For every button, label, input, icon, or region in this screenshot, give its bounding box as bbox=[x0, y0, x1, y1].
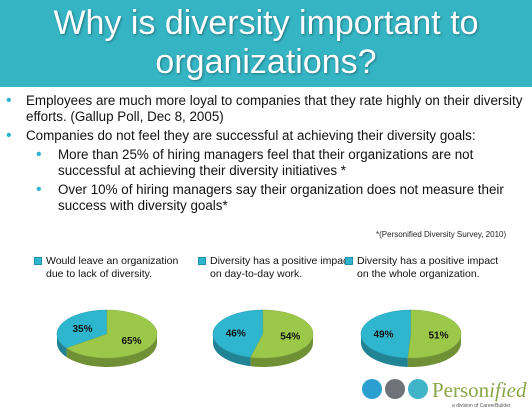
logo-dot-icon bbox=[362, 379, 382, 399]
pie-3-svg: 49% 51% bbox=[360, 309, 462, 367]
pie-slice-green bbox=[250, 309, 314, 359]
bullet-text: Companies do not feel they are successfu… bbox=[26, 128, 476, 143]
pie-2-svg: 46% 54% bbox=[212, 309, 314, 367]
pie-chart-3: Diversity has a positive impact on the w… bbox=[345, 255, 505, 280]
bullet-item: • Employees are much more loyal to compan… bbox=[6, 93, 526, 125]
legend-text: Would leave an organization due to lack … bbox=[46, 255, 179, 280]
pie-slice-blue bbox=[360, 309, 412, 359]
legend-swatch-icon bbox=[345, 257, 353, 265]
logo-tagline: a division of CareerBuilder bbox=[452, 403, 511, 409]
bullet-dot-icon: • bbox=[36, 181, 42, 198]
chart-legend: Would leave an organization due to lack … bbox=[34, 255, 194, 280]
pie-chart-1: Would leave an organization due to lack … bbox=[34, 255, 194, 280]
legend-text: Diversity has a positive impact on the w… bbox=[357, 255, 499, 280]
bullet-text: Employees are much more loyal to compani… bbox=[26, 93, 523, 124]
pie-slice-green bbox=[407, 309, 462, 359]
legend-text: Diversity has a positive impact on day-t… bbox=[210, 255, 352, 280]
bullet-text: Over 10% of hiring managers say their or… bbox=[58, 182, 504, 213]
chart-legend: Diversity has a positive impact on the w… bbox=[345, 255, 505, 280]
chart-legend: Diversity has a positive impact on day-t… bbox=[198, 255, 358, 280]
pie-value-label: 49% bbox=[374, 330, 394, 341]
bullet-dot-icon: • bbox=[6, 92, 12, 109]
bullet-dot-icon: • bbox=[6, 127, 12, 144]
pie-side bbox=[361, 334, 408, 367]
slide-title: Why is diversity important to organizati… bbox=[0, 4, 532, 82]
pie-1-svg: 35% 65% bbox=[56, 309, 158, 367]
title-bar bbox=[0, 0, 532, 87]
pie-value-label: 51% bbox=[428, 330, 448, 341]
sub-bullet-item: • More than 25% of hiring managers feel t… bbox=[6, 147, 526, 179]
bullet-text: More than 25% of hiring managers feel th… bbox=[58, 147, 474, 178]
pie-slice-green bbox=[65, 309, 158, 359]
legend-swatch-icon bbox=[34, 257, 42, 265]
title-line-1: Why is diversity important to bbox=[53, 4, 479, 42]
pie-value-label: 46% bbox=[226, 328, 246, 339]
logo-dot-icon bbox=[385, 379, 405, 399]
logo-dot-icon bbox=[408, 379, 428, 399]
logo-wordmark: Personified bbox=[432, 378, 527, 402]
pie-value-label: 65% bbox=[121, 336, 141, 347]
pie-side bbox=[213, 334, 251, 367]
pie-slice-blue bbox=[56, 309, 108, 349]
pie-side bbox=[66, 333, 157, 367]
source-note: *(Personified Diversity Survey, 2010) bbox=[376, 230, 507, 239]
pie-side bbox=[57, 334, 67, 358]
title-line-2: organizations? bbox=[155, 43, 377, 81]
pie-chart-2: Diversity has a positive impact on day-t… bbox=[198, 255, 358, 280]
pie-side bbox=[407, 334, 461, 367]
pie-slice-blue bbox=[212, 309, 264, 358]
pie-value-label: 54% bbox=[280, 332, 300, 343]
bullet-item: • Companies do not feel they are successf… bbox=[6, 128, 526, 144]
bullet-list: • Employees are much more loyal to compan… bbox=[6, 93, 526, 217]
pie-value-label: 35% bbox=[72, 324, 92, 335]
bullet-dot-icon: • bbox=[36, 146, 42, 163]
pie-side bbox=[250, 334, 313, 367]
sub-bullet-item: • Over 10% of hiring managers say their o… bbox=[6, 182, 526, 214]
legend-swatch-icon bbox=[198, 257, 206, 265]
